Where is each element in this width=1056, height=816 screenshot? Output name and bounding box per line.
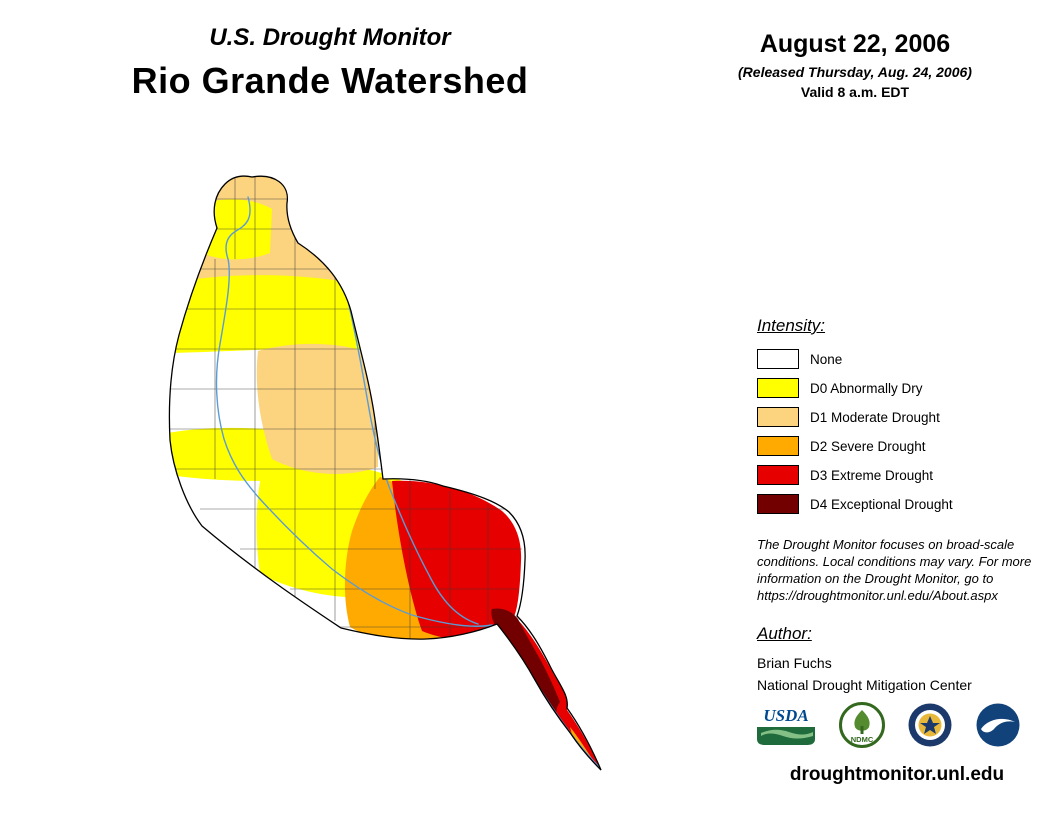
svg-text:USDA: USDA <box>763 706 808 725</box>
color-swatch-d4 <box>757 494 799 514</box>
noaa-logo <box>976 703 1020 747</box>
region-d2-tip <box>570 727 595 763</box>
disclaimer-text: The Drought Monitor focuses on broad-sca… <box>757 537 1032 603</box>
page-title: Rio Grande Watershed <box>131 60 529 101</box>
watershed-map <box>168 175 602 771</box>
legend-item-d3: D3 Extreme Drought <box>757 465 953 485</box>
commerce-seal-logo <box>908 703 952 747</box>
map-date: August 22, 2006 <box>759 30 951 58</box>
logo-row: USDA NDMC <box>755 702 1021 748</box>
color-swatch-d1 <box>757 407 799 427</box>
legend-label: D2 Severe Drought <box>810 438 926 454</box>
report-title: U.S. Drought Monitor <box>209 24 451 51</box>
legend-label: D1 Moderate Drought <box>810 409 940 425</box>
valid-time: Valid 8 a.m. EDT <box>800 84 910 100</box>
legend-heading: Intensity: <box>757 316 826 335</box>
author-org: National Drought Mitigation Center <box>757 677 972 693</box>
legend-label: D3 Extreme Drought <box>810 467 934 483</box>
color-swatch-d2 <box>757 436 799 456</box>
usda-logo: USDA <box>755 703 817 747</box>
released-date: (Released Thursday, Aug. 24, 2006) <box>738 64 972 80</box>
legend-item-d0: D0 Abnormally Dry <box>757 378 953 398</box>
legend-item-d2: D2 Severe Drought <box>757 436 953 456</box>
region-d0 <box>169 199 408 598</box>
legend-label: None <box>810 351 843 367</box>
author-heading: Author: <box>757 624 812 643</box>
county-borders <box>169 176 522 641</box>
ndmc-logo: NDMC <box>839 702 885 748</box>
header-right: August 22, 2006 (Released Thursday, Aug.… <box>710 30 1000 100</box>
pecos-river <box>347 300 479 625</box>
color-swatch-none <box>757 349 799 369</box>
region-d1-central <box>256 343 378 474</box>
author-name: Brian Fuchs <box>757 655 832 671</box>
legend-item-d4: D4 Exceptional Drought <box>757 494 953 514</box>
svg-text:NDMC: NDMC <box>851 735 874 744</box>
region-d4 <box>491 608 562 726</box>
color-swatch-d0 <box>757 378 799 398</box>
legend-item-d1: D1 Moderate Drought <box>757 407 953 427</box>
legend: Intensity: None D0 Abnormally Dry D1 Mod… <box>757 316 953 523</box>
legend-label: D0 Abnormally Dry <box>810 380 923 396</box>
legend-item-none: None <box>757 349 953 369</box>
author-block: Author: Brian Fuchs National Drought Mit… <box>757 624 972 693</box>
header-left: U.S. Drought Monitor Rio Grande Watershe… <box>90 24 570 102</box>
watershed-outline <box>168 175 602 771</box>
legend-label: D4 Exceptional Drought <box>810 496 953 512</box>
site-url: droughtmonitor.unl.edu <box>789 764 1005 785</box>
color-swatch-d3 <box>757 465 799 485</box>
